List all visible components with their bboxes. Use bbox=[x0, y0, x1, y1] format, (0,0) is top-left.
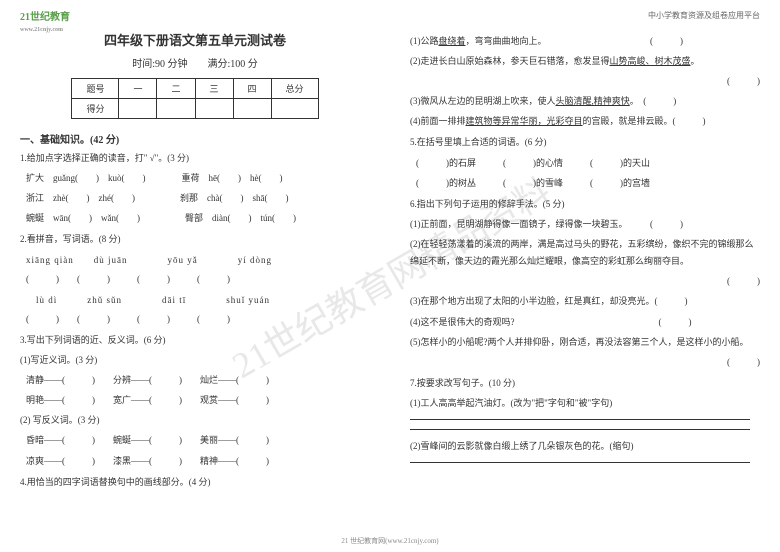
q7-title: 7.按要求改写句子。(10 分) bbox=[410, 375, 760, 391]
q4-title: 4.用恰当的四字词语替换句中的画线部分。(4 分) bbox=[20, 474, 370, 490]
q2-title: 2.看拼音，写词语。(8 分) bbox=[20, 231, 370, 247]
q5-title: 5.在括号里填上合适的词语。(6 分) bbox=[410, 134, 760, 150]
blank-line bbox=[410, 419, 750, 420]
q6-line3: (3)在那个地方出现了太阳的小半边脸，红是真红，却没亮光。( ) bbox=[410, 293, 760, 310]
right-page: (1)公路盘绕着，弯弯曲曲地向上。 ( ) (2)走进长白山原始森林，参天巨石错… bbox=[390, 0, 780, 552]
q4-r4: (4)前面一排排建筑物等异常华丽，光彩夺目的宫殿，就是排云殿。( ) bbox=[410, 113, 760, 130]
cell bbox=[119, 99, 157, 119]
page-container: 四年级下册语文第五单元测试卷 时间:90 分钟 满分:100 分 题号 一 二 … bbox=[0, 0, 780, 552]
q5-line2: ( )的树丛 ( )的雪峰 ( )的宫墙 bbox=[410, 175, 760, 192]
text: (2)走进长白山原始森林，参天巨石错落，愈发显得 bbox=[410, 56, 610, 66]
q4-r2: (2)走进长白山原始森林，参天巨石错落，愈发显得山势高峻、树木茂盛。 bbox=[410, 53, 760, 70]
underline: 建筑物等异常华丽，光彩夺目 bbox=[466, 116, 583, 126]
q1-line1: 扩大 guǎng( ) kuò( ) 重荷 hē( ) hè( ) bbox=[20, 170, 370, 187]
q2-pinyin1: xiāng qiàn dù juān yōu yǎ yí dòng bbox=[20, 253, 370, 266]
q3-line1: 清静——( ) 分辨——( ) 灿烂——( ) bbox=[20, 372, 370, 389]
q6-p2: ( ) bbox=[410, 273, 760, 290]
q6-line1: (1)正前面，昆明湖静得像一面镜子，绿得像一块碧玉。 ( ) bbox=[410, 216, 760, 233]
page-title: 四年级下册语文第五单元测试卷 bbox=[20, 30, 370, 49]
q5-line1: ( )的石屏 ( )的心情 ( )的天山 bbox=[410, 155, 760, 172]
q3-title: 3.写出下列词语的近、反义词。(6 分) bbox=[20, 332, 370, 348]
cell: 一 bbox=[119, 79, 157, 99]
text: 。 bbox=[691, 56, 700, 66]
blank-line bbox=[410, 429, 750, 430]
time-score: 时间:90 分钟 满分:100 分 bbox=[20, 55, 370, 70]
q1-line2: 浙江 zhè( ) zhé( ) 刹那 chà( ) shā( ) bbox=[20, 190, 370, 207]
q2-blank1: ( ) ( ) ( ) ( ) bbox=[20, 271, 370, 288]
text: (3)微风从左边的昆明湖上吹来，使人 bbox=[410, 96, 556, 106]
q3-line2: 明艳——( ) 宽广——( ) 观赏——( ) bbox=[20, 392, 370, 409]
q3-sub2: (2) 写反义词。(3 分) bbox=[20, 412, 370, 429]
q2-pinyin2: lù dì zhǔ sǔn dāi tī shuǐ yuán bbox=[20, 293, 370, 306]
left-page: 四年级下册语文第五单元测试卷 时间:90 分钟 满分:100 分 题号 一 二 … bbox=[0, 0, 390, 552]
cell: 四 bbox=[233, 79, 271, 99]
cell: 二 bbox=[157, 79, 195, 99]
section-title: 一、基础知识。(42 分) bbox=[20, 131, 370, 146]
score-table: 题号 一 二 三 四 总分 得分 bbox=[71, 78, 318, 119]
table-row: 题号 一 二 三 四 总分 bbox=[72, 79, 318, 99]
cell bbox=[233, 99, 271, 119]
text: ，弯弯曲曲地向上。 ( ) bbox=[466, 36, 684, 46]
q1-title: 1.给加点字选择正确的读音，打" √"。(3 分) bbox=[20, 150, 370, 166]
text: (1)公路 bbox=[410, 36, 439, 46]
q4-r1: (1)公路盘绕着，弯弯曲曲地向上。 ( ) bbox=[410, 33, 760, 50]
cell bbox=[271, 99, 318, 119]
q6-line4: (4)这不是很伟大的奇观吗? ( ) bbox=[410, 314, 760, 331]
cell bbox=[157, 99, 195, 119]
q7-line2: (2)雪峰间的云影就像白缎上绣了几朵银灰色的花。(缩句) bbox=[410, 438, 760, 455]
q7-line1: (1)工人高高举起汽油灯。(改为"把"字句和"被"字句) bbox=[410, 395, 760, 412]
cell: 得分 bbox=[72, 99, 119, 119]
q4-r2p: ( ) bbox=[410, 73, 760, 90]
q3-line4: 凉爽——( ) 漆黑——( ) 精神——( ) bbox=[20, 453, 370, 470]
q6-line5: (5)怎样小的小船呢?两个人并排仰卧，刚合适，再没法容第三个人，是这样小的小船。 bbox=[410, 334, 760, 351]
underline: 头脑清醒,精神爽快 bbox=[556, 96, 630, 106]
q4-r3: (3)微风从左边的昆明湖上吹来，使人头脑清醒,精神爽快。 ( ) bbox=[410, 93, 760, 110]
q6-p5: ( ) bbox=[410, 354, 760, 371]
q1-line3: 蜿蜒 wān( ) wǎn( ) 臀部 diàn( ) tún( ) bbox=[20, 210, 370, 227]
cell: 题号 bbox=[72, 79, 119, 99]
table-row: 得分 bbox=[72, 99, 318, 119]
q6-line2: (2)在轻轻荡漾着的溪流的两岸，满是高过马头的野花，五彩缤纷，像织不完的锦缎那么… bbox=[410, 236, 760, 270]
text: 。 ( ) bbox=[630, 96, 677, 106]
q3-sub1: (1)写近义词。(3 分) bbox=[20, 352, 370, 369]
q3-line3: 昏暗——( ) 蜿蜒——( ) 美丽——( ) bbox=[20, 432, 370, 449]
underline: 盘绕着 bbox=[439, 36, 466, 46]
text: 的宫殿，就是排云殿。( ) bbox=[583, 116, 706, 126]
q6-title: 6.指出下列句子运用的修辞手法。(5 分) bbox=[410, 196, 760, 212]
cell: 总分 bbox=[271, 79, 318, 99]
blank-line bbox=[410, 462, 750, 463]
cell: 三 bbox=[195, 79, 233, 99]
q2-blank2: ( ) ( ) ( ) ( ) bbox=[20, 311, 370, 328]
text: (4)前面一排排 bbox=[410, 116, 466, 126]
cell bbox=[195, 99, 233, 119]
underline: 山势高峻、树木茂盛 bbox=[610, 56, 691, 66]
